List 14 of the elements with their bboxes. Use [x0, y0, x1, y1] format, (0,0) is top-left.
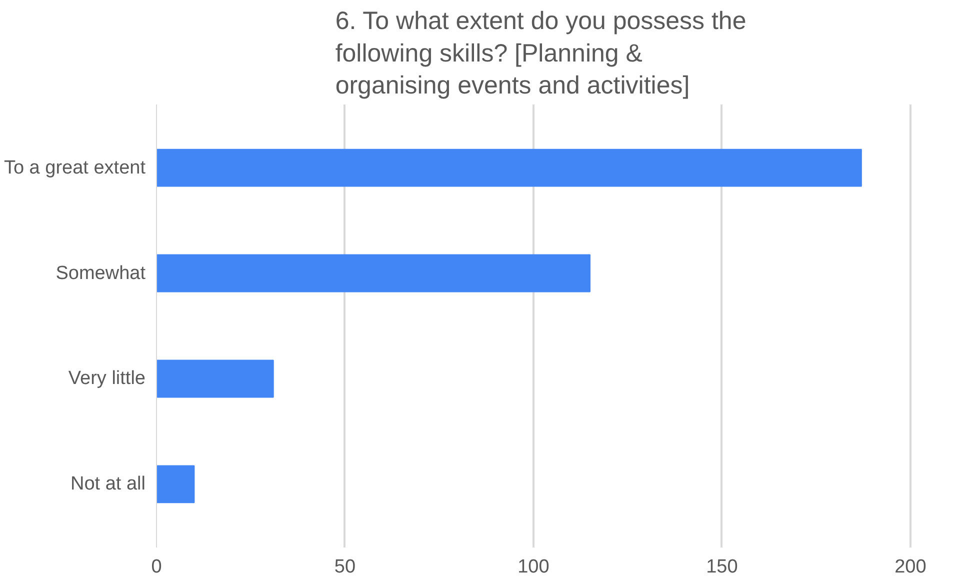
bar: [156, 148, 862, 187]
x-tick-label: 150: [706, 556, 738, 578]
y-tick-label: Somewhat: [56, 262, 146, 284]
x-tick-label: 200: [894, 556, 926, 578]
y-tick-label: Not at all: [70, 474, 146, 495]
y-tick-label: To a great extent: [4, 157, 146, 178]
bar: [156, 360, 274, 398]
chart-title: 6. To what extent do you possess the following skills? [Planning & organising events and activities]: [335, 7, 746, 100]
x-tick-label: 0: [151, 556, 162, 578]
bar: [156, 465, 195, 504]
x-tick-label: 50: [334, 556, 356, 578]
y-tick-label: Very little: [68, 368, 146, 390]
bar: [156, 254, 591, 292]
x-tick-label: 100: [518, 556, 550, 578]
